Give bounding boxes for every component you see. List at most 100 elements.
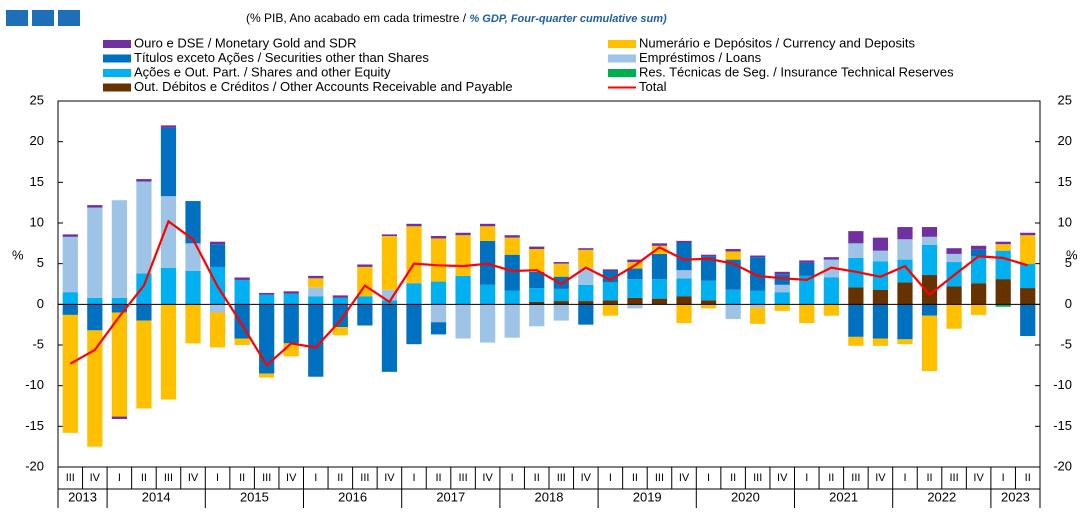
legend-label: Ouro e DSE / Monetary Gold and SDR [134, 35, 357, 50]
bar-segment [332, 327, 348, 336]
x-tick-label: IV [973, 472, 984, 484]
year-label: 2014 [142, 489, 171, 504]
bar-segment [136, 273, 152, 305]
bar-segment [995, 244, 1011, 251]
bar-segment [725, 304, 741, 319]
bar-segment [160, 127, 177, 197]
legend-swatch [608, 69, 636, 77]
legend-swatch [103, 54, 131, 63]
bar-segment [529, 288, 545, 302]
x-tick-label: IV [188, 472, 199, 484]
bar-segment [725, 251, 741, 260]
bar-segment [455, 232, 471, 236]
legend-swatch [103, 69, 131, 77]
x-tick-label: IV [679, 472, 690, 484]
y2-tick-label: 20 [1058, 133, 1072, 148]
bar-segment [971, 249, 987, 257]
bar-segment [848, 336, 864, 346]
legend-swatch [103, 83, 131, 92]
bar-segment [136, 304, 152, 321]
bar-segment [430, 322, 447, 335]
bar-segment [357, 264, 373, 267]
bar-segment [529, 301, 545, 305]
x-tick-label: II [337, 472, 343, 484]
bar-segment [799, 262, 815, 276]
bar-segment [553, 263, 569, 277]
bar-segment [160, 267, 177, 305]
bar-segment [529, 271, 545, 289]
y-tick-label: 15 [30, 174, 44, 189]
bar-segment [308, 278, 324, 288]
bar-segment [308, 275, 324, 279]
bar-segment [234, 279, 250, 305]
bar-segment [750, 255, 766, 258]
year-label: 2023 [1001, 489, 1030, 504]
logo-block [58, 10, 80, 26]
bar-segment [332, 297, 348, 305]
bar-segment [774, 274, 790, 285]
bar-segment [897, 227, 913, 240]
bar-segment [946, 286, 962, 305]
bar-segment [995, 304, 1011, 307]
bar-segment [921, 236, 938, 245]
bar-segment [185, 270, 201, 305]
bar-segment [897, 304, 913, 340]
bar-segment [971, 304, 987, 315]
bar-segment [602, 269, 618, 271]
y2-tick-label: -10 [1053, 377, 1072, 392]
x-tick-label: II [632, 472, 638, 484]
bar-segment [676, 296, 692, 305]
legend-swatch [103, 40, 131, 48]
bar-segment [1020, 288, 1036, 305]
bar-segment [774, 284, 790, 293]
bar-segment [897, 339, 913, 345]
bar-segment [971, 256, 987, 284]
bar-segment [430, 304, 447, 323]
y-tick-label: 25 [30, 92, 44, 107]
bar-segment [897, 239, 913, 260]
legend-swatch [608, 54, 636, 63]
legend-label: Ações e Out. Part. / Shares and other Eq… [134, 64, 391, 79]
bar-segment [283, 291, 299, 294]
bar-segment [799, 304, 815, 324]
bar-segment [308, 287, 324, 297]
bar-segment [504, 304, 520, 338]
title: (% PIB, Ano acabado em cada trimestre / [246, 11, 469, 25]
y-tick-label: -20 [25, 458, 44, 473]
bar-segment [553, 301, 569, 305]
bar-segment [62, 314, 78, 433]
bar-segment [283, 293, 299, 305]
x-tick-label: III [262, 472, 271, 484]
bar-segment [750, 290, 766, 305]
bar-segment [209, 312, 226, 348]
logo-block [6, 10, 28, 26]
bar-segment [921, 227, 938, 237]
bar-segment [553, 288, 569, 302]
bar-segment [136, 179, 152, 182]
legend-label: Out. Débitos e Créditos / Other Accounts… [134, 79, 513, 94]
x-tick-label: III [949, 472, 958, 484]
bar-segment [553, 262, 569, 264]
bar-segment [381, 304, 398, 372]
x-tick-label: I [511, 472, 514, 484]
bar-segment [234, 338, 250, 345]
bar-segment [602, 282, 618, 301]
bar-segment [455, 304, 471, 339]
bar-segment [946, 304, 962, 329]
bar-segment [651, 245, 668, 254]
bar-segment [897, 282, 913, 305]
x-tick-label: IV [90, 472, 101, 484]
bar-segment [259, 373, 275, 378]
bar-segment [725, 249, 741, 252]
bar-segment [725, 259, 741, 290]
x-tick-label: I [1002, 472, 1005, 484]
bar-segment [848, 287, 864, 305]
bar-segment [578, 249, 594, 268]
bar-segment [209, 244, 226, 267]
bar-segment [529, 246, 545, 250]
bar-segment [823, 277, 839, 305]
bar-segment [111, 304, 127, 313]
bar-segment [185, 201, 201, 244]
x-tick-label: III [753, 472, 762, 484]
